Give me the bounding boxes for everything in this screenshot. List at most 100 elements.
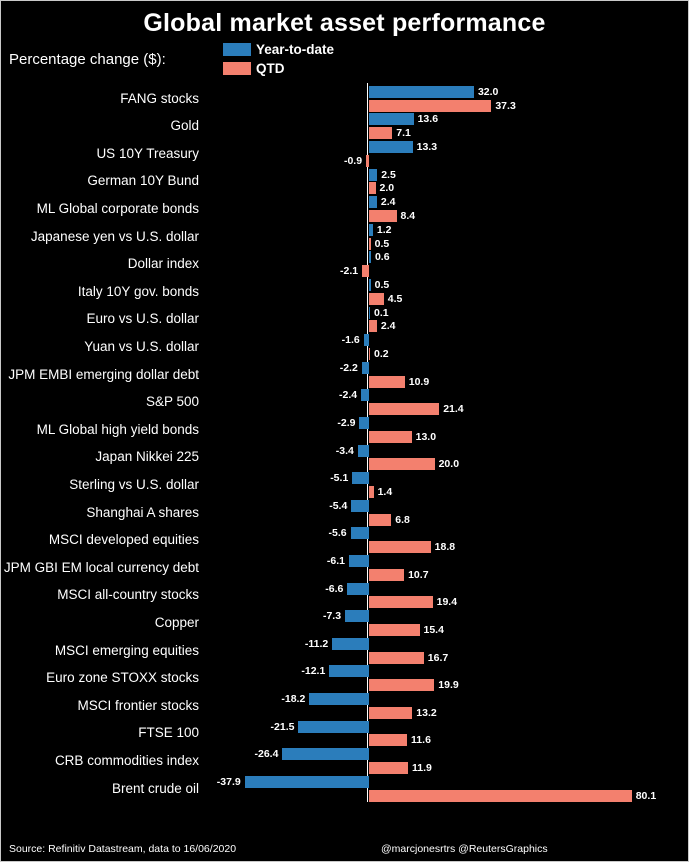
chart-row: S&P 500 -2.4 21.4 <box>1 389 688 417</box>
legend-items: Year-to-date QTD <box>223 42 334 76</box>
ytd-bar-line: 32.0 <box>209 85 688 99</box>
ytd-bar-line: 13.3 <box>209 140 688 154</box>
category-label: MSCI emerging equities <box>54 642 199 658</box>
bar-chart: FANG stocks 32.0 37.3 Gold 13.6 7.1 US 10Y Tre… <box>1 83 688 803</box>
qtd-bar <box>369 734 408 747</box>
qtd-bar <box>369 513 392 526</box>
category-plot-area: -2.2 10.9 <box>209 361 688 389</box>
category-plot-area: -26.4 11.9 <box>209 747 688 775</box>
value-label: 80.1 <box>635 789 657 802</box>
qtd-bar <box>369 623 420 636</box>
qtd-bar-line: 10.7 <box>209 568 688 582</box>
chart-row: MSCI emerging equities -11.2 16.7 <box>1 637 688 665</box>
legend-item-qtd: QTD <box>223 61 334 76</box>
qtd-bar <box>369 761 409 774</box>
ytd-bar <box>244 775 369 788</box>
ytd-bar <box>350 527 369 540</box>
ytd-bar-line: -1.6 <box>209 333 688 347</box>
qtd-bar-line: 15.4 <box>209 623 688 637</box>
chart-row: JPM EMBI emerging dollar debt -2.2 10.9 <box>1 361 688 389</box>
category-label: MSCI developed equities <box>48 532 199 548</box>
category-label: Italy 10Y gov. bonds <box>77 283 199 299</box>
value-label: -0.9 <box>343 154 363 167</box>
ytd-bar-line: -2.9 <box>209 416 688 430</box>
qtd-bar <box>369 458 435 471</box>
legend-item-ytd-label: Year-to-date <box>256 42 335 57</box>
category-label: Brent crude oil <box>111 780 199 796</box>
ytd-bar <box>369 168 378 181</box>
category-label: Euro zone STOXX stocks <box>46 670 199 686</box>
qtd-bar <box>369 568 405 581</box>
ytd-bar-line: -21.5 <box>209 720 688 734</box>
value-label: 19.4 <box>436 596 458 609</box>
qtd-bar-line: 0.5 <box>209 237 688 251</box>
category-plot-area: -5.1 1.4 <box>209 471 688 499</box>
category-label: Euro vs U.S. dollar <box>86 311 199 327</box>
qtd-bar-line: 7.1 <box>209 126 688 140</box>
chart-row: FANG stocks 32.0 37.3 <box>1 85 688 113</box>
ytd-bar-line: -6.6 <box>209 582 688 596</box>
qtd-bar-line: 20.0 <box>209 458 688 472</box>
value-label: 10.7 <box>408 568 429 581</box>
chart-row: MSCI all-country stocks -6.6 19.4 <box>1 582 688 610</box>
chart-row: Sterling vs U.S. dollar -5.1 1.4 <box>1 471 688 499</box>
qtd-bar <box>366 154 369 167</box>
ytd-bar <box>282 748 369 761</box>
category-plot-area: -7.3 15.4 <box>209 609 688 637</box>
chart-row: Italy 10Y gov. bonds 0.5 4.5 <box>1 278 688 306</box>
ytd-bar <box>369 251 371 264</box>
value-label: 21.4 <box>443 403 464 416</box>
category-label: Shanghai A shares <box>86 504 199 520</box>
chart-row: Dollar index 0.6 -2.1 <box>1 251 688 279</box>
qtd-bar <box>369 348 370 361</box>
category-plot-area: 0.1 2.4 <box>209 306 688 334</box>
ytd-bar-line: 1.2 <box>209 223 688 237</box>
ytd-bar-line: 2.5 <box>209 168 688 182</box>
qtd-bar-line: 21.4 <box>209 402 688 416</box>
ytd-bar <box>369 196 377 209</box>
category-plot-area: 0.5 4.5 <box>209 278 688 306</box>
qtd-bar <box>369 292 384 305</box>
ytd-bar-line: -11.2 <box>209 637 688 651</box>
qtd-bar <box>369 706 413 719</box>
value-label: 0.1 <box>374 306 389 319</box>
ytd-bar-line: -2.2 <box>209 361 688 375</box>
value-label: 13.2 <box>416 706 437 719</box>
category-plot-area: -1.6 0.2 <box>209 333 688 361</box>
value-label: -21.5 <box>270 720 295 733</box>
ytd-bar-line: -7.3 <box>209 609 688 623</box>
value-label: 15.4 <box>423 623 444 636</box>
legend-item-ytd: Year-to-date <box>223 42 334 57</box>
value-label: -18.2 <box>281 692 306 705</box>
ytd-bar-line: -26.4 <box>209 747 688 761</box>
category-plot-area: -5.4 6.8 <box>209 499 688 527</box>
chart-row: Yuan vs U.S. dollar -1.6 0.2 <box>1 333 688 361</box>
ytd-bar <box>298 720 369 733</box>
value-label: 19.9 <box>438 679 459 692</box>
value-label: 37.3 <box>495 99 516 112</box>
ytd-bar <box>345 610 369 623</box>
category-label: Dollar index <box>127 256 199 272</box>
ytd-swatch-icon <box>223 43 251 56</box>
qtd-bar-line: 1.4 <box>209 485 688 499</box>
chart-title: Global market asset performance <box>143 9 546 37</box>
qtd-bar <box>369 679 435 692</box>
category-label: Sterling vs U.S. dollar <box>69 477 199 493</box>
value-label: 2.5 <box>381 168 396 181</box>
category-label: CRB commodities index <box>54 752 199 768</box>
category-label: Japan Nikkei 225 <box>95 449 199 465</box>
ytd-bar <box>361 389 369 402</box>
value-label: -2.4 <box>339 389 358 402</box>
value-label: 8.4 <box>400 210 416 223</box>
qtd-bar <box>369 596 433 609</box>
ytd-bar-line: -3.4 <box>209 444 688 458</box>
qtd-bar <box>369 182 376 195</box>
legend: Percentage change ($): Year-to-date QTD <box>9 42 688 76</box>
ytd-bar <box>363 334 369 347</box>
qtd-bar <box>369 651 424 664</box>
ytd-bar-line: 0.1 <box>209 306 688 320</box>
ytd-bar <box>369 85 474 98</box>
qtd-bar <box>369 486 374 498</box>
qtd-bar <box>369 403 440 416</box>
